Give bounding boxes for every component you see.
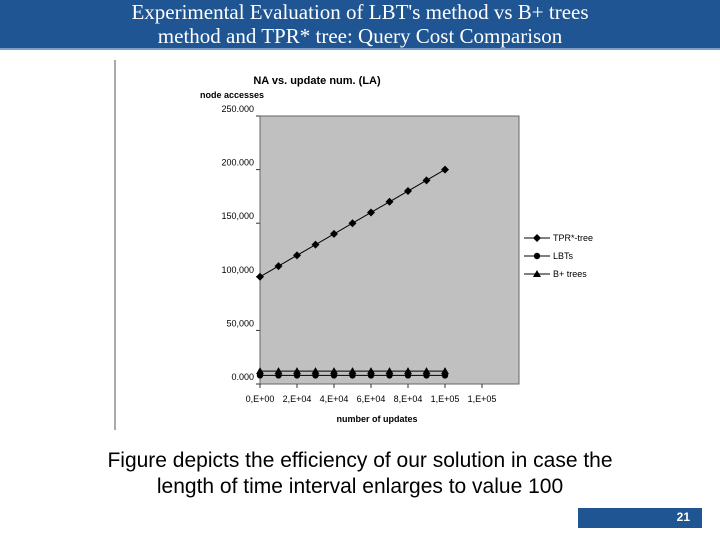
data-point-b-trees	[348, 367, 357, 375]
slide-title-line-2: method and TPR* tree: Query Cost Compari…	[157, 24, 563, 48]
figure-caption: Figure depicts the efficiency of our sol…	[20, 448, 700, 500]
y-tick-label: 0.000	[231, 372, 254, 382]
data-point-b-trees	[404, 367, 412, 375]
data-point-b-trees	[422, 367, 431, 375]
data-point-tpr-tree	[330, 229, 338, 238]
y-tick-label: 100,000	[221, 265, 254, 275]
data-point-tpr-tree	[385, 197, 394, 206]
data-point-tpr-tree	[293, 251, 301, 260]
y-axis-label: node accesses	[200, 90, 264, 100]
legend-box	[522, 224, 602, 282]
data-point-b-trees	[385, 367, 394, 375]
data-point-b-trees	[330, 367, 338, 375]
y-tick-label: 50,000	[226, 318, 254, 328]
chart-marks: 0.000 50,000 100,000 150,000 200.000 250.000 0…	[221, 104, 602, 404]
x-tick-label: 0,E+00	[246, 394, 275, 404]
caption-line-1: Figure depicts the efficiency of our sol…	[107, 449, 613, 472]
data-point-tpr-tree	[422, 176, 431, 185]
legend-label-lbts: LBTs	[553, 251, 574, 261]
slide-title-bar: Experimental Evaluation of LBT's method …	[0, 0, 720, 48]
data-point-b-trees	[311, 367, 320, 375]
title-divider	[0, 48, 720, 50]
y-tick-label: 250.000	[221, 104, 254, 114]
legend-marker-tpr-tree	[533, 234, 541, 242]
legend-label-tpr-tree: TPR*-tree	[553, 233, 593, 243]
legend-marker-lbts	[533, 252, 541, 260]
data-point-tpr-tree	[256, 272, 264, 281]
y-tick-label: 150,000	[221, 211, 254, 221]
data-point-tpr-tree	[274, 262, 283, 271]
data-point-tpr-tree	[311, 240, 320, 249]
x-tick-label: 2,E+04	[283, 394, 312, 404]
legend-label-b-trees: B+ trees	[553, 269, 587, 279]
x-tick-label: 6,E+04	[357, 394, 386, 404]
data-point-b-trees	[441, 367, 449, 375]
legend-marker-b-trees	[533, 270, 541, 277]
x-tick-label: 1,E+05	[431, 394, 460, 404]
chart-figure: NA vs. update num. (LA) node accesses nu…	[112, 58, 608, 436]
caption-line-2: length of time interval enlarges to valu…	[156, 475, 564, 498]
data-point-b-trees	[293, 367, 301, 375]
footer-bar: 21	[578, 508, 702, 528]
slide-title-line-1: Experimental Evaluation of LBT's method …	[131, 0, 589, 24]
data-point-tpr-tree	[404, 187, 412, 196]
data-point-tpr-tree	[367, 208, 375, 217]
data-point-b-trees	[367, 367, 375, 375]
x-axis-label: number of updates	[336, 414, 417, 424]
chart-title: NA vs. update num. (LA)	[253, 75, 381, 87]
x-tick-label: 8,E+04	[394, 394, 423, 404]
data-point-b-trees	[274, 367, 283, 375]
y-tick-label: 200.000	[221, 158, 254, 168]
plot-area	[259, 115, 520, 385]
x-tick-label: 1,E+05	[468, 394, 497, 404]
data-point-tpr-tree	[348, 219, 357, 228]
data-point-b-trees	[256, 367, 264, 375]
data-point-tpr-tree	[441, 165, 449, 174]
x-tick-label: 4,E+04	[320, 394, 349, 404]
page-number: 21	[676, 510, 690, 524]
query-cost-chart: NA vs. update num. (LA) node accesses nu…	[114, 60, 602, 430]
